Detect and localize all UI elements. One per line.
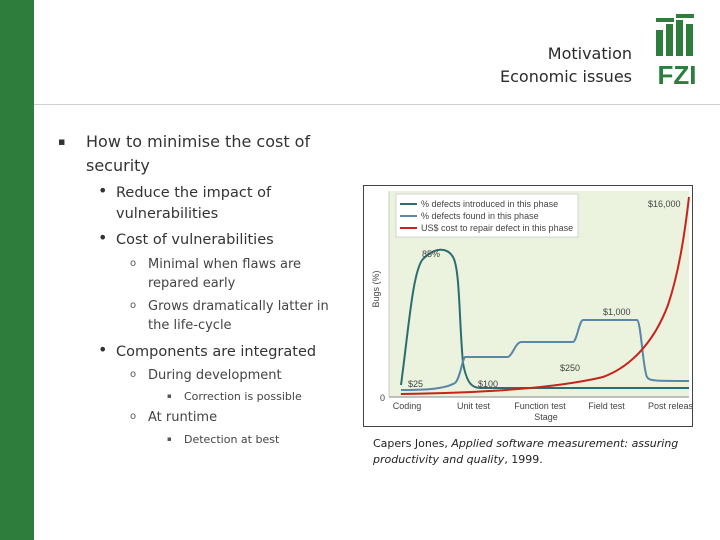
legend-box — [395, 193, 579, 238]
x-tick-label: Unit test — [457, 401, 491, 411]
y-origin-label: 0 — [380, 393, 385, 403]
annotation-cost-unit-test: $100 — [478, 379, 498, 389]
y-axis-label: Bugs (%) — [371, 270, 381, 307]
bullet-1-2-1: Minimal when flaws are — [148, 257, 302, 272]
annotation-cost-coding: $25 — [408, 379, 423, 389]
circle-bullet-marker: o — [130, 369, 137, 380]
x-tick-label: Function test — [514, 401, 566, 411]
square-bullet-marker: ▪ — [167, 435, 172, 443]
x-axis-label: Stage — [534, 412, 558, 422]
series-line-found — [400, 319, 690, 391]
x-tick-labels: Coding Unit test Function test Field test Po… — [393, 401, 693, 411]
title-line-2: Economic issues — [500, 67, 632, 86]
title-line-1: Motivation — [547, 44, 632, 63]
bullet-1-2: Cost of vulnerabilities — [116, 232, 274, 248]
bullet-2-2: At runtime — [148, 410, 218, 425]
bullet-1-2-2-cont: the life-cycle — [148, 318, 232, 333]
annotation-peak-85: 85% — [422, 249, 440, 259]
bullet-1-2-2: Grows dramatically latter in — [148, 299, 329, 314]
bullet-1-2-1-cont: repared early — [148, 276, 236, 291]
square-bullet-marker: ▪ — [58, 135, 66, 148]
annotation-cost-field-test: $1,000 — [603, 307, 631, 317]
series-line-introduced — [400, 248, 689, 389]
defect-cost-chart: Bugs (%) 0 Stage Coding Unit test Function… — [363, 185, 693, 427]
square-bullet-marker: ▪ — [167, 392, 172, 400]
bullet-1-1: Reduce the impact of — [116, 185, 272, 201]
slide-title: Motivation Economic issues — [500, 42, 632, 88]
green-sidebar — [0, 0, 34, 540]
legend-label-introduced: % defects introduced in this phase — [421, 199, 558, 209]
legend-label-cost: US$ cost to repair defect in this phase — [421, 223, 573, 233]
legend-label-found: % defects found in this phase — [421, 211, 539, 221]
dot-bullet-marker: • — [98, 340, 108, 359]
bullet-2-1-1: Correction is possible — [184, 390, 302, 403]
dot-bullet-marker: • — [98, 228, 108, 247]
fzi-logo: FZI — [656, 14, 697, 90]
chart-citation: Capers Jones, Applied software measureme… — [373, 436, 703, 468]
bullet-2-2-1: Detection at best — [184, 433, 280, 446]
circle-bullet-marker: o — [130, 258, 137, 269]
annotation-cost-post-release: $16,000 — [648, 199, 681, 209]
x-tick-label: Coding — [393, 401, 422, 411]
citation-year: , 1999. — [504, 453, 543, 466]
bullet-1-1-cont: vulnerabilities — [116, 206, 219, 222]
bullet-1-cont: security — [86, 156, 150, 175]
citation-title: Applied software measurement: assuring p… — [373, 437, 679, 466]
bullet-2-1: During development — [148, 368, 282, 383]
bullet-1: How to minimise the cost of — [86, 132, 311, 151]
series-line-cost — [400, 196, 690, 395]
bullet-2: Components are integrated — [116, 344, 317, 360]
x-tick-label: Post release — [648, 401, 693, 411]
logo-text: FZI — [658, 60, 697, 90]
x-tick-label: Field test — [588, 401, 625, 411]
circle-bullet-marker: o — [130, 300, 137, 311]
citation-author: Capers Jones, — [373, 437, 452, 450]
title-divider — [34, 104, 720, 105]
annotation-cost-function-test: $250 — [560, 363, 580, 373]
dot-bullet-marker: • — [98, 181, 108, 200]
circle-bullet-marker: o — [130, 411, 137, 422]
